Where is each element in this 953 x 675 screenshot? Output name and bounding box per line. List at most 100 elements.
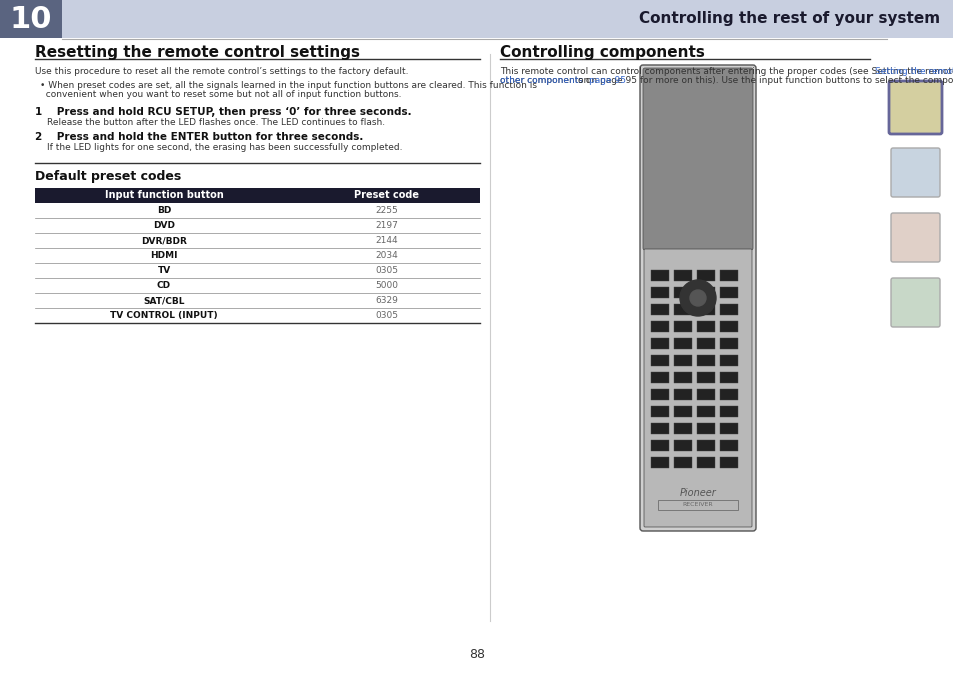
Bar [673, 287, 691, 298]
Bar [720, 355, 738, 366]
Bar [35, 203, 479, 218]
Text: If the LED lights for one second, the erasing has been successfully completed.: If the LED lights for one second, the er… [47, 143, 402, 152]
Text: Resetting the remote control settings: Resetting the remote control settings [35, 45, 359, 60]
Text: other components on page 95 for more on this). Use the input function buttons to: other components on page 95 for more on … [499, 76, 953, 85]
Text: 10: 10 [10, 5, 52, 34]
Bar [650, 372, 668, 383]
Bar [650, 406, 668, 417]
Bar [673, 321, 691, 332]
FancyBboxPatch shape [888, 81, 941, 134]
Text: 2    Press and hold the ENTER button for three seconds.: 2 Press and hold the ENTER button for th… [35, 132, 363, 142]
FancyBboxPatch shape [643, 249, 751, 527]
Text: Controlling the rest of your system: Controlling the rest of your system [639, 11, 939, 26]
Bar [720, 338, 738, 349]
Bar [720, 457, 738, 468]
Text: on: on [578, 76, 592, 85]
Bar [650, 457, 668, 468]
Bar [673, 457, 691, 468]
Bar [35, 293, 479, 308]
Bar [35, 278, 479, 293]
Bar [720, 321, 738, 332]
Text: Controlling components: Controlling components [499, 45, 704, 60]
Text: HDMI: HDMI [151, 251, 177, 260]
Text: 1    Press and hold RCU SETUP, then press ‘0’ for three seconds.: 1 Press and hold RCU SETUP, then press ‘… [35, 107, 411, 117]
Text: RECEIVER: RECEIVER [682, 502, 713, 508]
Text: Use this procedure to reset all the remote control’s settings to the factory def: Use this procedure to reset all the remo… [35, 67, 408, 76]
Bar [35, 248, 479, 263]
Bar [720, 389, 738, 400]
Bar [673, 389, 691, 400]
Bar [650, 440, 668, 451]
Text: Preset code: Preset code [354, 190, 418, 200]
Text: 0305: 0305 [375, 266, 397, 275]
Bar [697, 406, 714, 417]
Bar [650, 355, 668, 366]
FancyBboxPatch shape [639, 65, 755, 531]
Bar [697, 338, 714, 349]
Text: other components: other components [499, 76, 582, 85]
Text: 5000: 5000 [375, 281, 397, 290]
Text: • When preset codes are set, all the signals learned in the input function butto: • When preset codes are set, all the sig… [40, 81, 537, 90]
Bar [35, 218, 479, 233]
Bar [697, 457, 714, 468]
Bar [697, 270, 714, 281]
Bar [697, 355, 714, 366]
Bar [673, 440, 691, 451]
Text: SAT/CBL: SAT/CBL [143, 296, 185, 305]
Bar [697, 372, 714, 383]
Bar [673, 304, 691, 315]
Bar [673, 406, 691, 417]
Bar [720, 287, 738, 298]
Bar [720, 304, 738, 315]
Bar [697, 287, 714, 298]
Text: This remote control can control components after entering the proper codes (see : This remote control can control componen… [499, 67, 953, 76]
Bar [697, 389, 714, 400]
Text: Setting the remote to control: Setting the remote to control [874, 67, 953, 76]
Bar [697, 304, 714, 315]
Bar [673, 338, 691, 349]
Text: TV CONTROL (INPUT): TV CONTROL (INPUT) [111, 311, 217, 320]
Bar [35, 308, 479, 323]
Text: 88: 88 [469, 649, 484, 662]
Bar [720, 440, 738, 451]
Bar [35, 188, 479, 203]
Text: 2255: 2255 [375, 206, 397, 215]
FancyBboxPatch shape [890, 148, 939, 197]
FancyBboxPatch shape [890, 278, 939, 327]
Bar [650, 389, 668, 400]
FancyBboxPatch shape [642, 68, 752, 250]
Bar [650, 423, 668, 434]
Text: 2034: 2034 [375, 251, 397, 260]
Bar [697, 423, 714, 434]
Bar [35, 263, 479, 278]
Bar [650, 338, 668, 349]
Text: convenient when you want to reset some but not all of input function buttons.: convenient when you want to reset some b… [40, 90, 401, 99]
FancyBboxPatch shape [890, 213, 939, 262]
Bar [720, 372, 738, 383]
Bar [673, 355, 691, 366]
Bar [673, 372, 691, 383]
Bar [35, 233, 479, 248]
Bar [650, 321, 668, 332]
Bar [650, 287, 668, 298]
Bar [62, 0, 953, 38]
Text: 6329: 6329 [375, 296, 397, 305]
Text: Default preset codes: Default preset codes [35, 170, 181, 183]
Bar [650, 304, 668, 315]
Text: 2197: 2197 [375, 221, 397, 230]
FancyBboxPatch shape [890, 83, 939, 132]
Bar [673, 270, 691, 281]
Bar [697, 321, 714, 332]
Bar [658, 500, 738, 510]
Text: CD: CD [157, 281, 171, 290]
Text: Pioneer: Pioneer [679, 488, 716, 498]
Text: 0305: 0305 [375, 311, 397, 320]
Circle shape [679, 280, 716, 316]
Text: TV: TV [157, 266, 171, 275]
Bar [720, 406, 738, 417]
Text: BD: BD [156, 206, 171, 215]
Bar [0, 0, 62, 38]
Text: DVD: DVD [152, 221, 174, 230]
Bar [697, 440, 714, 451]
Bar [720, 270, 738, 281]
